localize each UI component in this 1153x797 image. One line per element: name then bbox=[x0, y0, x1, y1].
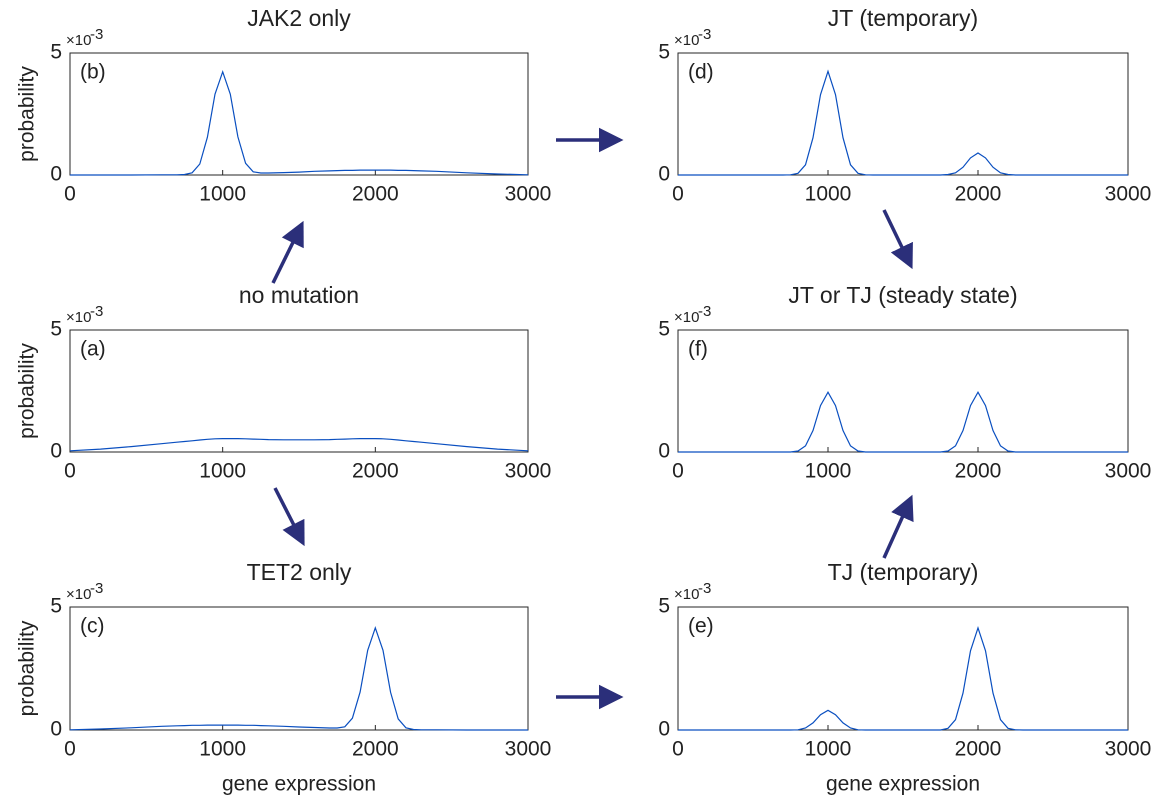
y-scale-exponent: -3 bbox=[90, 26, 103, 43]
chart-title: JT or TJ (steady state) bbox=[788, 282, 1017, 308]
x-tick-label: 2000 bbox=[352, 183, 399, 206]
subplot: JAK2 only (b) ×10-3 0 1000 2000 3000 0 5 probabil… bbox=[16, 5, 552, 205]
chart-title: JT (temporary) bbox=[828, 5, 978, 31]
y-tick-label: 0 bbox=[658, 718, 670, 741]
chart-title: TET2 only bbox=[247, 559, 352, 585]
x-tick-label: 1000 bbox=[805, 460, 852, 483]
y-tick-label: 0 bbox=[50, 718, 62, 741]
data-line bbox=[69, 626, 528, 731]
plot-frame bbox=[69, 329, 529, 453]
y-scale-base: ×10 bbox=[674, 309, 699, 326]
y-scale-exponent: -3 bbox=[698, 303, 711, 320]
y-scale-base: ×10 bbox=[66, 32, 91, 49]
panel-label: (a) bbox=[80, 338, 106, 361]
x-tick-label: 0 bbox=[64, 460, 76, 483]
y-scale-exponent: -3 bbox=[698, 26, 711, 43]
x-tick-label: 3000 bbox=[1105, 183, 1152, 206]
x-tick-label: 2000 bbox=[352, 738, 399, 761]
x-tick-label: 1000 bbox=[199, 460, 246, 483]
y-tick-label: 5 bbox=[50, 595, 62, 618]
y-scale-exponent: -3 bbox=[90, 303, 103, 320]
data-line bbox=[69, 438, 529, 452]
x-tick-label: 2000 bbox=[955, 738, 1002, 761]
y-tick-label: 5 bbox=[658, 595, 670, 618]
x-tick-label: 3000 bbox=[1105, 460, 1152, 483]
x-tick-label: 2000 bbox=[352, 460, 399, 483]
y-tick-label: 0 bbox=[50, 163, 62, 186]
x-tick-label: 0 bbox=[64, 183, 76, 206]
chart-title: no mutation bbox=[239, 282, 359, 308]
y-tick-label: 5 bbox=[658, 41, 670, 64]
x-tick-label: 3000 bbox=[505, 183, 552, 206]
y-tick-label: 5 bbox=[658, 318, 670, 341]
x-tick-label: 1000 bbox=[199, 183, 246, 206]
x-tick-label: 3000 bbox=[505, 738, 552, 761]
chart-title: JAK2 only bbox=[247, 5, 351, 31]
y-scale-base: ×10 bbox=[66, 309, 91, 326]
x-tick-label: 0 bbox=[672, 460, 684, 483]
plot-frame bbox=[677, 606, 1129, 731]
subplot: JT or TJ (steady state) (f) ×10-3 0 1000 2000… bbox=[658, 282, 1151, 482]
arrow bbox=[271, 220, 304, 284]
arrow bbox=[273, 487, 305, 547]
panel-label: (b) bbox=[80, 61, 106, 84]
x-tick-label: 1000 bbox=[805, 738, 852, 761]
panel-label: (c) bbox=[80, 615, 105, 638]
data-line bbox=[678, 390, 1128, 453]
y-scale-exponent: -3 bbox=[698, 580, 711, 597]
x-axis-label: gene expression bbox=[826, 773, 980, 796]
x-tick-label: 3000 bbox=[1105, 738, 1152, 761]
x-tick-label: 2000 bbox=[955, 183, 1002, 206]
arrow bbox=[882, 209, 913, 270]
x-axis-label: gene expression bbox=[222, 773, 376, 796]
plot-frame bbox=[677, 52, 1129, 176]
y-scale-base: ×10 bbox=[674, 586, 699, 603]
x-tick-label: 1000 bbox=[199, 738, 246, 761]
y-tick-label: 5 bbox=[50, 41, 62, 64]
x-tick-label: 2000 bbox=[955, 460, 1002, 483]
x-tick-label: 3000 bbox=[505, 460, 552, 483]
y-axis-label: probability bbox=[16, 66, 39, 162]
x-tick-label: 1000 bbox=[805, 183, 852, 206]
subplot: JT (temporary) (d) ×10-3 0 1000 2000 3000 0 5 bbox=[658, 5, 1151, 205]
y-tick-label: 0 bbox=[658, 440, 670, 463]
panel-label: (f) bbox=[688, 338, 708, 361]
y-axis-label: probability bbox=[16, 620, 39, 716]
plot-frame bbox=[677, 329, 1129, 453]
y-scale-base: ×10 bbox=[66, 586, 91, 603]
x-tick-label: 0 bbox=[672, 183, 684, 206]
subplot: TJ (temporary) (e) ×10-3 0 1000 2000 3000 0 5 gen… bbox=[658, 559, 1151, 795]
y-axis-label: probability bbox=[16, 343, 39, 439]
panel-label: (e) bbox=[688, 615, 714, 638]
x-tick-label: 0 bbox=[672, 738, 684, 761]
y-scale-base: ×10 bbox=[674, 32, 699, 49]
arrows bbox=[271, 127, 914, 710]
y-tick-label: 5 bbox=[50, 318, 62, 341]
chart-title: TJ (temporary) bbox=[828, 559, 979, 585]
x-tick-label: 0 bbox=[64, 738, 76, 761]
panel-label: (d) bbox=[688, 61, 714, 84]
data-line bbox=[678, 69, 1128, 176]
plot-frame bbox=[69, 606, 529, 731]
y-scale-exponent: -3 bbox=[90, 580, 103, 597]
data-line bbox=[70, 69, 529, 176]
y-tick-label: 0 bbox=[50, 440, 62, 463]
subplot: TET2 only (c) ×10-3 0 1000 2000 3000 0 5 probabil… bbox=[16, 559, 552, 795]
arrow bbox=[882, 494, 914, 559]
subplot: no mutation (a) ×10-3 0 1000 2000 3000 0 5 probab… bbox=[16, 282, 552, 482]
data-line bbox=[678, 625, 1128, 731]
plot-frame bbox=[69, 52, 529, 176]
y-tick-label: 0 bbox=[658, 163, 670, 186]
